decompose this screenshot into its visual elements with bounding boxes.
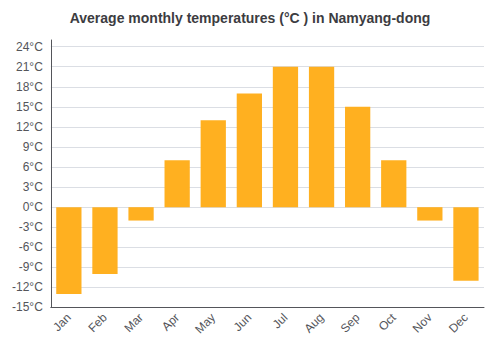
svg-text:12°C: 12°C [16,120,43,134]
svg-text:Apr: Apr [159,311,182,334]
svg-text:Oct: Oct [376,310,400,334]
svg-text:Sep: Sep [338,310,363,335]
svg-text:Aug: Aug [302,311,327,336]
svg-text:3°C: 3°C [23,180,43,194]
svg-text:-3°C: -3°C [19,220,43,234]
svg-text:Feb: Feb [85,310,110,335]
svg-text:Dec: Dec [446,311,471,336]
svg-text:Jul: Jul [270,311,291,332]
svg-text:21°C: 21°C [16,60,43,74]
svg-text:15°C: 15°C [16,100,43,114]
svg-text:Mar: Mar [122,311,147,335]
svg-text:Jan: Jan [50,311,74,335]
svg-text:Nov: Nov [410,311,435,336]
svg-text:-9°C: -9°C [19,260,43,274]
svg-text:24°C: 24°C [16,40,43,54]
svg-text:May: May [192,311,218,337]
svg-text:18°C: 18°C [16,80,43,94]
svg-text:Jun: Jun [231,311,255,335]
svg-text:-15°C: -15°C [12,300,43,314]
svg-text:-12°C: -12°C [12,280,43,294]
svg-text:0°C: 0°C [23,200,43,214]
svg-text:9°C: 9°C [23,140,43,154]
svg-text:Average monthly temperatures (: Average monthly temperatures (°C ) in Na… [70,10,431,26]
svg-text:-6°C: -6°C [19,240,43,254]
svg-text:6°C: 6°C [23,160,43,174]
